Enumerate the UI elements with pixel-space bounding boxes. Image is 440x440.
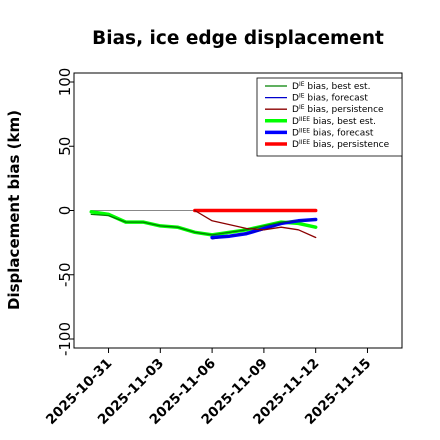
chart-title: Bias, ice edge displacement bbox=[92, 28, 384, 49]
y-tick-label: 50 bbox=[56, 137, 74, 156]
y-tick-label: 0 bbox=[56, 206, 74, 216]
legend-label: DIIEE bias, persistence bbox=[292, 139, 390, 150]
x-axis: 2025-10-312025-11-032025-11-062025-11-09… bbox=[43, 348, 374, 428]
legend: DIE bias, best est.DIE bias, forecastDIE… bbox=[256, 77, 403, 157]
series-line-1 bbox=[90, 213, 317, 236]
y-tick-label: 100 bbox=[56, 68, 74, 97]
legend-label: DIE bias, best est. bbox=[292, 81, 370, 92]
series-line-3 bbox=[194, 209, 317, 239]
y-tick-label: -50 bbox=[56, 263, 74, 288]
y-axis: -100 -50 0 50 100 bbox=[56, 68, 74, 356]
legend-label: DIE bias, persistence bbox=[292, 104, 384, 115]
y-axis-label: Displacement bias (km) bbox=[5, 110, 23, 310]
legend-label: DIIEE bias, forecast bbox=[292, 127, 374, 138]
legend-label: DIIEE bias, best est. bbox=[292, 116, 376, 127]
legend-label: DIE bias, forecast bbox=[292, 93, 368, 104]
y-tick-label: -100 bbox=[56, 322, 74, 356]
